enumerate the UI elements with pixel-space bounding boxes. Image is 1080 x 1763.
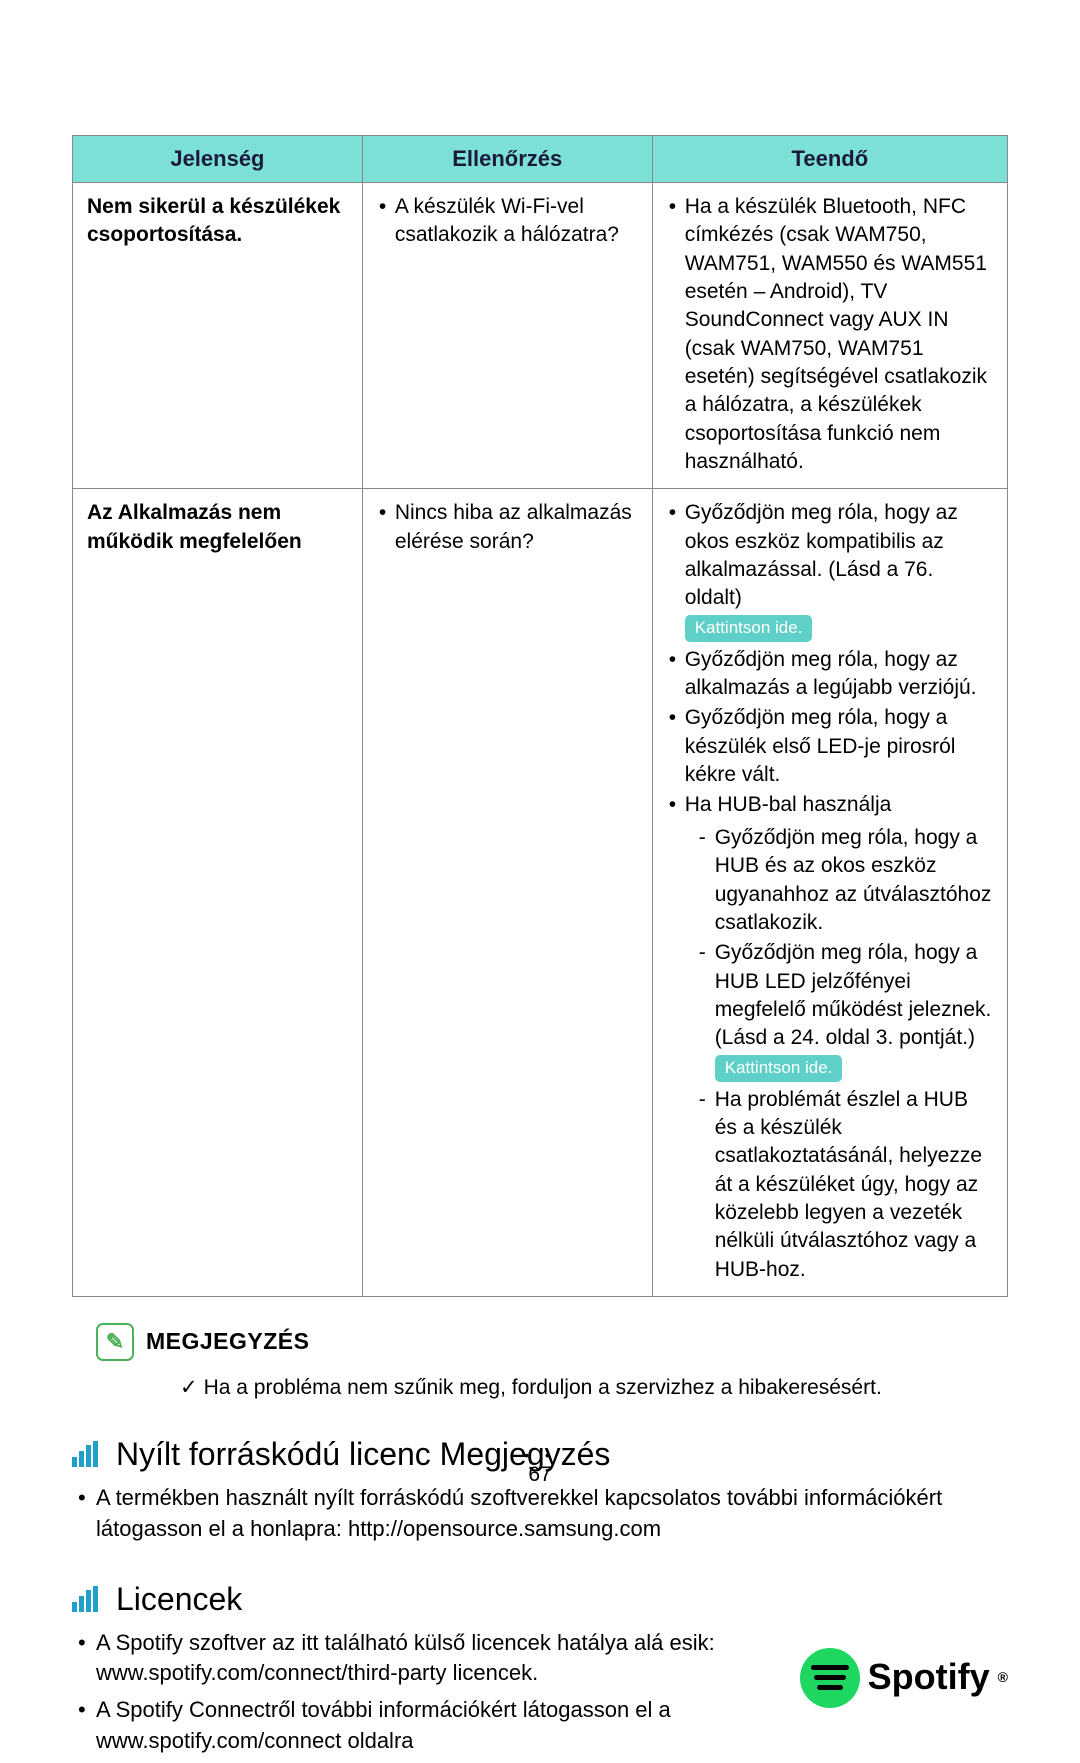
spotify-circle-icon [800,1648,860,1708]
list-item: Győződjön meg róla, hogy a készülék első… [667,704,993,789]
th-symptom: Jelenség [73,136,363,183]
check-icon: ✓ [180,1376,198,1399]
note-section: ✎ MEGJEGYZÉS ✓ Ha a probléma nem szűnik m… [72,1323,1008,1400]
cell-symptom: Az Alkalmazás nem működik megfelelően [73,489,363,1296]
note-text: Ha a probléma nem szűnik meg, forduljon … [204,1376,882,1399]
link-badge[interactable]: Kattintson ide. [715,1055,843,1082]
list-item: A termékben használt nyílt forráskódú sz… [74,1483,1008,1545]
licences-list: A Spotify szoftver az itt található küls… [74,1628,780,1757]
th-action: Teendő [652,136,1007,183]
th-check: Ellenőrzés [362,136,652,183]
list-item: Ha HUB-bal használjaGyőződjön meg róla, … [667,791,993,1283]
cell-action: Ha a készülék Bluetooth, NFC címkézés (c… [652,183,1007,489]
bars-icon [72,1586,102,1612]
list-item: A Spotify szoftver az itt található küls… [74,1628,780,1690]
cell-check: A készülék Wi-Fi-vel csatlakozik a hálóz… [362,183,652,489]
list-item: Ha problémát észlel a HUB és a készülék … [699,1086,993,1284]
spotify-name: Spotify [868,1652,990,1702]
page-number: • • 67 [524,1447,556,1487]
list-item: Ha a készülék Bluetooth, NFC címkézés (c… [667,193,993,476]
list-item: A Spotify Connectről további információk… [74,1695,780,1757]
licences-title: Licencek [116,1581,242,1618]
note-body: ✓ Ha a probléma nem szűnik meg, forduljon… [180,1375,1008,1400]
page-dots: • • [524,1447,556,1463]
troubleshooting-table: Jelenség Ellenőrzés Teendő Nem sikerül a… [72,135,1008,1297]
list-item: Győződjön meg róla, hogy az alkalmazás a… [667,646,993,703]
cell-symptom: Nem sikerül a készülékek csoportosítása. [73,183,363,489]
open-source-list: A termékben használt nyílt forráskódú sz… [74,1483,1008,1545]
licences-section: Licencek A Spotify szoftver az itt talál… [72,1581,1008,1763]
note-icon: ✎ [96,1323,134,1361]
link-badge[interactable]: Kattintson ide. [685,615,813,642]
cell-check: Nincs hiba az alkalmazás elérése során? [362,489,652,1296]
cell-action: Győződjön meg róla, hogy az okos eszköz … [652,489,1007,1296]
list-item: Nincs hiba az alkalmazás elérése során? [377,499,638,556]
spotify-reg: ® [998,1668,1008,1688]
table-body: Nem sikerül a készülékek csoportosítása.… [73,183,1008,1297]
table-row: Az Alkalmazás nem működik megfelelőenNin… [73,489,1008,1296]
list-item: Győződjön meg róla, hogy a HUB LED jelző… [699,939,993,1083]
bars-icon [72,1441,102,1467]
list-item: Győződjön meg róla, hogy a HUB és az oko… [699,824,993,937]
page-num-value: 67 [524,1463,556,1487]
list-item: Győződjön meg róla, hogy az okos eszköz … [667,499,993,643]
table-row: Nem sikerül a készülékek csoportosítása.… [73,183,1008,489]
spotify-logo: Spotify ® [800,1648,1008,1708]
note-title: MEGJEGYZÉS [146,1328,309,1355]
list-item: A készülék Wi-Fi-vel csatlakozik a hálóz… [377,193,638,250]
